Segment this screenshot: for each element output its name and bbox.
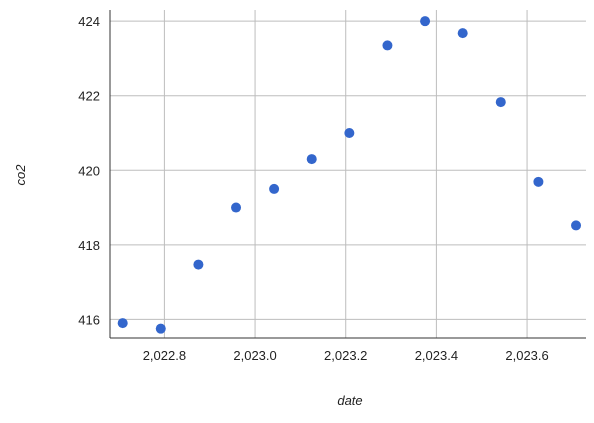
- y-tick-label: 416: [78, 312, 100, 327]
- x-axis-title: date: [337, 393, 362, 408]
- data-point: [382, 40, 393, 51]
- data-point: [306, 154, 317, 165]
- y-tick-label: 418: [78, 238, 100, 253]
- data-point: [420, 16, 431, 27]
- y-tick-label: 424: [78, 14, 100, 29]
- axes: [109, 10, 586, 339]
- data-points: [117, 16, 582, 334]
- data-point: [117, 318, 128, 329]
- y-tick-label: 422: [78, 89, 100, 104]
- data-point: [193, 259, 204, 270]
- data-point: [457, 28, 468, 39]
- x-tick-label: 2,023.2: [324, 348, 367, 363]
- data-point: [533, 176, 544, 187]
- y-axis-title: co2: [13, 164, 28, 186]
- x-tick-label: 2,023.4: [415, 348, 458, 363]
- y-tick-label: 420: [78, 163, 100, 178]
- x-tick-label: 2,023.6: [505, 348, 548, 363]
- data-point: [269, 183, 280, 194]
- x-tick-label: 2,023.0: [233, 348, 276, 363]
- data-point: [231, 202, 242, 213]
- grid-lines: [110, 10, 586, 338]
- data-point: [344, 128, 355, 138]
- tick-labels: 2,022.8 2,023.0 2,023.2 2,023.4 2,023.6 416 41…: [78, 14, 548, 363]
- x-tick-label: 2,022.8: [143, 348, 186, 363]
- data-point: [495, 97, 506, 108]
- data-point: [155, 323, 166, 334]
- data-point: [571, 220, 582, 231]
